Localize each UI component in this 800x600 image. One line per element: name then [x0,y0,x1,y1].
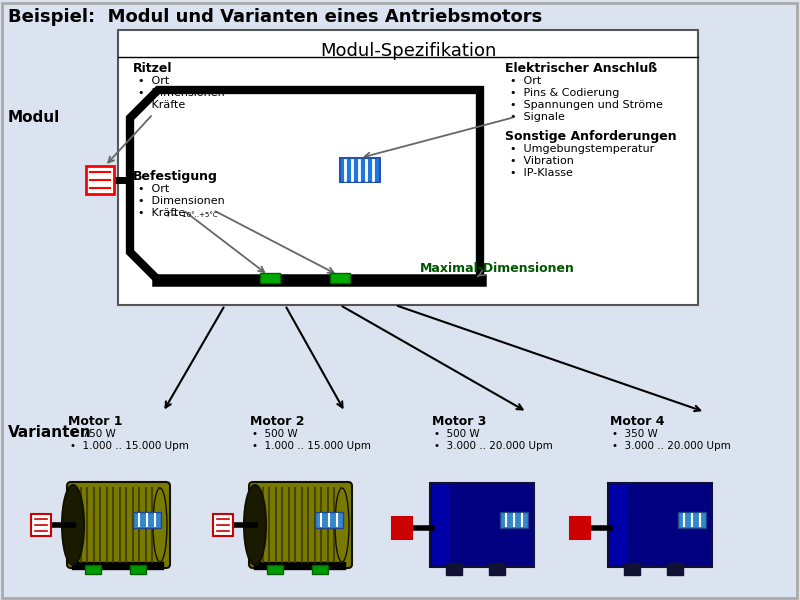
FancyBboxPatch shape [133,512,161,528]
Text: •  3.000 .. 20.000 Upm: • 3.000 .. 20.000 Upm [612,441,730,451]
FancyBboxPatch shape [340,158,380,182]
Text: •  3.000 .. 20.000 Upm: • 3.000 .. 20.000 Upm [434,441,553,451]
Text: •  Dimensionen: • Dimensionen [138,196,225,206]
FancyBboxPatch shape [118,30,698,305]
FancyBboxPatch shape [500,512,528,528]
Text: Modul: Modul [8,110,60,125]
FancyBboxPatch shape [213,514,233,536]
Text: •  350 W: • 350 W [612,429,658,439]
Text: Motor 4: Motor 4 [610,415,665,428]
Ellipse shape [153,488,167,562]
Text: •  Signale: • Signale [510,112,565,122]
FancyBboxPatch shape [260,273,280,283]
Text: •  Spannungen und Ströme: • Spannungen und Ströme [510,100,663,110]
Text: •  Pins & Codierung: • Pins & Codierung [510,88,619,98]
FancyBboxPatch shape [67,482,170,568]
Ellipse shape [244,485,266,565]
Text: •  1.000 .. 15.000 Upm: • 1.000 .. 15.000 Upm [70,441,189,451]
Text: •  Vibration: • Vibration [510,156,574,166]
Text: •  Ort: • Ort [510,76,542,86]
FancyBboxPatch shape [430,483,534,567]
Text: T = -10°..+5°C: T = -10°..+5°C [165,212,218,218]
FancyBboxPatch shape [678,512,706,528]
FancyBboxPatch shape [610,485,628,565]
FancyBboxPatch shape [667,563,683,575]
Text: •  Kräfte: • Kräfte [138,208,186,218]
FancyBboxPatch shape [624,563,640,575]
FancyBboxPatch shape [330,273,350,283]
Text: •  Ort: • Ort [138,76,170,86]
FancyBboxPatch shape [392,517,412,539]
Text: Modul-Spezifikation: Modul-Spezifikation [320,42,496,60]
Text: Motor 2: Motor 2 [250,415,305,428]
FancyBboxPatch shape [267,565,283,574]
Text: Motor 1: Motor 1 [68,415,122,428]
Text: Sonstige Anforderungen: Sonstige Anforderungen [505,130,677,143]
FancyBboxPatch shape [570,517,590,539]
Text: •  Dimensionen: • Dimensionen [138,88,225,98]
Text: Motor 3: Motor 3 [432,415,486,428]
FancyBboxPatch shape [85,565,101,574]
FancyBboxPatch shape [130,565,146,574]
Text: •  500 W: • 500 W [434,429,480,439]
Text: •  1.000 .. 15.000 Upm: • 1.000 .. 15.000 Upm [252,441,371,451]
FancyBboxPatch shape [315,512,343,528]
FancyBboxPatch shape [31,514,51,536]
FancyBboxPatch shape [608,483,712,567]
Text: •  500 W: • 500 W [252,429,298,439]
Text: •  IP-Klasse: • IP-Klasse [510,168,573,178]
Text: •  Ort: • Ort [138,184,170,194]
Ellipse shape [62,485,84,565]
FancyBboxPatch shape [86,166,114,194]
Text: •  Kräfte: • Kräfte [138,100,186,110]
Text: Ritzel: Ritzel [133,62,173,75]
Text: Maximal-Dimensionen: Maximal-Dimensionen [420,262,575,275]
Ellipse shape [335,488,349,562]
FancyBboxPatch shape [312,565,328,574]
Text: Beispiel:  Modul und Varianten eines Antriebsmotors: Beispiel: Modul und Varianten eines Antr… [8,8,542,26]
FancyBboxPatch shape [446,563,462,575]
Text: •  750 W: • 750 W [70,429,116,439]
Text: •  Umgebungstemperatur: • Umgebungstemperatur [510,144,654,154]
FancyBboxPatch shape [432,485,450,565]
Text: Elektrischer Anschluß: Elektrischer Anschluß [505,62,657,75]
Text: Befestigung: Befestigung [133,170,218,183]
Text: Varianten: Varianten [8,425,92,440]
FancyBboxPatch shape [489,563,505,575]
FancyBboxPatch shape [249,482,352,568]
